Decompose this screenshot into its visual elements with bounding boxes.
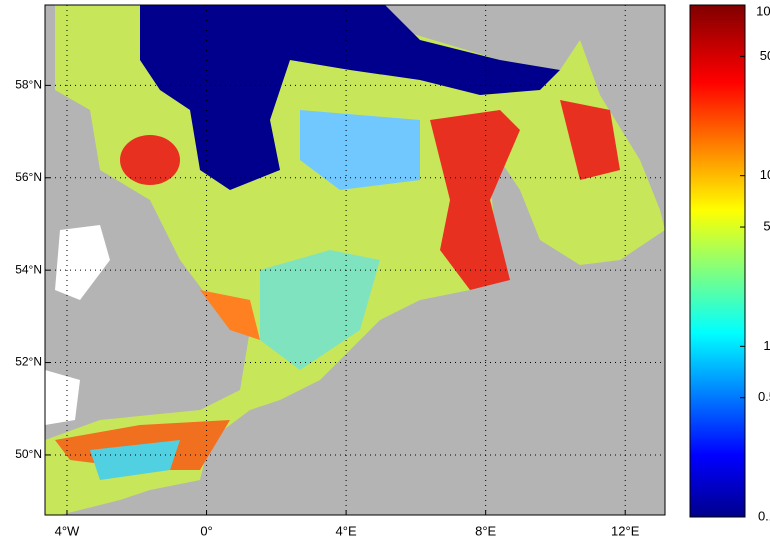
lat-tick-label: 52°N <box>15 355 42 369</box>
colorbar-tick-label: 0.1 <box>758 508 770 523</box>
colorbar-tick-label: 10 <box>760 167 770 182</box>
colorbar-tick-label: 1 <box>763 338 770 353</box>
map-frame <box>44 4 666 516</box>
lat-tick-label: 56°N <box>15 170 42 184</box>
lat-tick-label: 54°N <box>15 262 42 276</box>
lat-tick-label: 58°N <box>15 78 42 92</box>
colorbar-tick-label: 100 <box>756 3 770 18</box>
lon-tick-label: 0° <box>200 523 212 538</box>
colorbar <box>689 4 746 518</box>
map-field <box>45 5 665 515</box>
lon-tick-label: 12°E <box>611 523 640 538</box>
colorbar-tick-label: 50 <box>760 48 770 63</box>
lon-tick-label: 4°E <box>336 523 357 538</box>
lat-tick-label: 50°N <box>15 447 42 461</box>
lon-tick-label: 8°E <box>475 523 496 538</box>
lon-tick-label: 4°W <box>55 523 80 538</box>
colorbar-tick-label: 0.5 <box>758 389 770 404</box>
colorbar-tick-label: 5 <box>763 218 770 233</box>
